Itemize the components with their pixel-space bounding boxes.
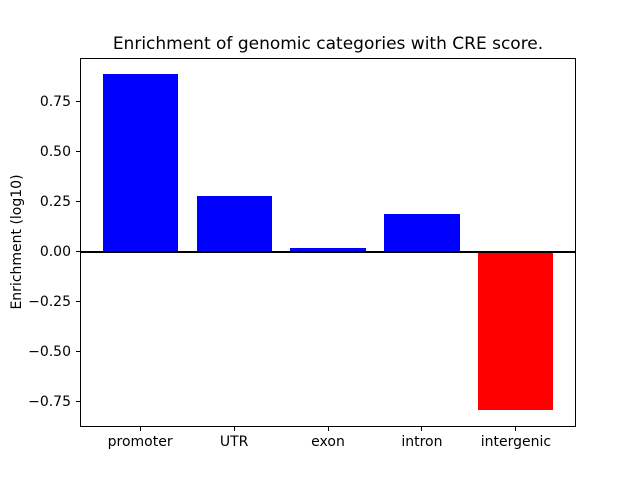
ytick-mark xyxy=(76,251,80,252)
ytick-label: −0.50 xyxy=(28,343,71,360)
ytick-mark xyxy=(76,101,80,102)
ytick-mark xyxy=(76,201,80,202)
ytick-mark xyxy=(76,151,80,152)
ytick-label: 0.25 xyxy=(39,193,71,210)
ytick-mark xyxy=(76,351,80,352)
xtick-label-intron: intron xyxy=(401,434,443,450)
bar-promoter xyxy=(102,73,178,252)
ytick-label: −0.25 xyxy=(28,293,71,310)
ytick-mark xyxy=(76,401,80,402)
ytick-mark xyxy=(76,301,80,302)
ytick-label: −0.75 xyxy=(28,393,71,410)
xtick-mark xyxy=(233,427,235,431)
ytick-label: 0.50 xyxy=(39,143,71,160)
xtick-mark xyxy=(139,427,141,431)
xtick-label-exon: exon xyxy=(311,434,345,450)
xtick-mark xyxy=(327,427,329,431)
xtick-mark xyxy=(421,427,423,431)
zero-value-line xyxy=(80,250,576,253)
xtick-label-intergenic: intergenic xyxy=(480,434,552,450)
bar-intron xyxy=(384,213,460,252)
plot-area xyxy=(80,58,576,427)
bar-UTR xyxy=(196,195,272,252)
xtick-mark xyxy=(515,427,517,431)
ytick-label: 0.00 xyxy=(39,243,71,260)
chart-title: Enrichment of genomic categories with CR… xyxy=(112,34,544,54)
ytick-label: 0.75 xyxy=(39,93,71,110)
xtick-label-promoter: promoter xyxy=(107,434,173,450)
bar-intergenic xyxy=(478,251,554,410)
xtick-label-UTR: UTR xyxy=(219,434,249,450)
bar-exon xyxy=(290,247,366,252)
